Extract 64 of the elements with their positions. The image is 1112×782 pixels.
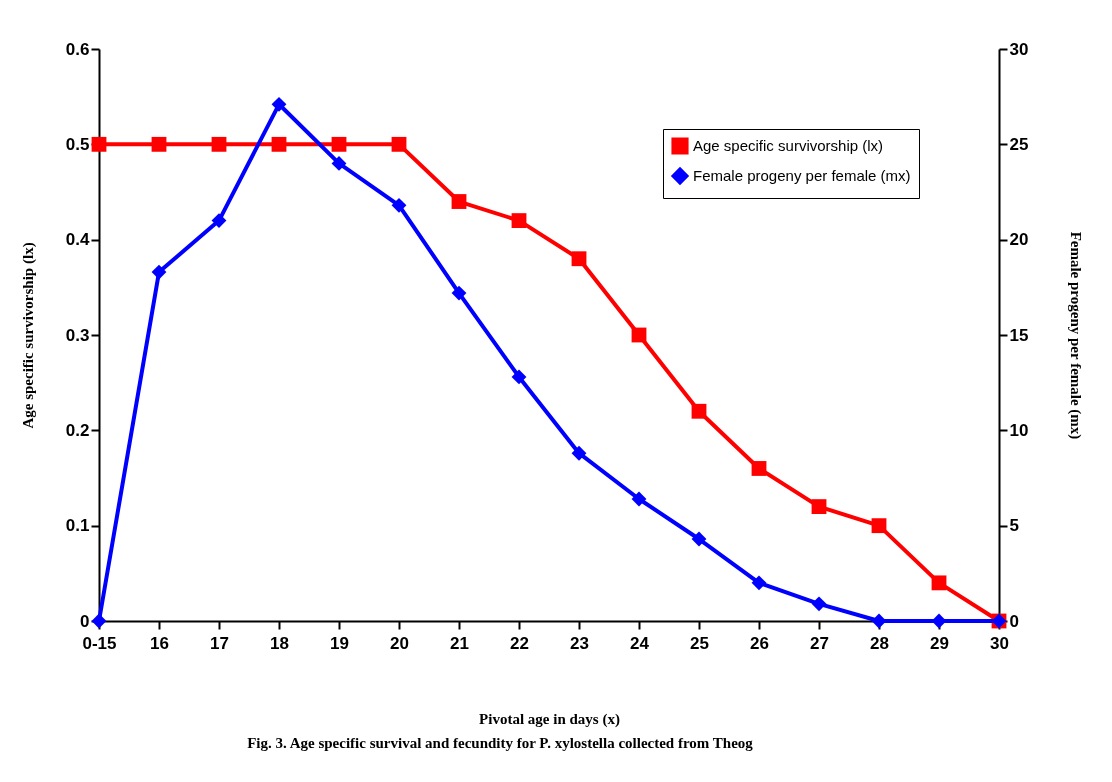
x-tick-label: 19 [330,633,349,653]
x-tick-label: 18 [270,633,289,653]
x-tick-label: 28 [870,633,889,653]
point [871,518,887,534]
y2-tick-label: 10 [1009,420,1029,440]
point [931,575,947,591]
y-axis-title: Age specific survivorship (lx) [19,242,37,429]
legend-label: Age specific survivorship (lx) [693,137,884,154]
y2-tick-label: 20 [1009,230,1029,250]
point [211,213,227,229]
point [751,575,767,591]
point [451,194,467,209]
point [571,445,587,461]
point [151,136,167,152]
point [751,461,767,476]
y2-tick-label: 0 [1009,611,1019,631]
y2-tick-label: 5 [1009,516,1019,536]
point [211,136,227,152]
x-tick-label: 0-15 [82,633,117,653]
point [331,155,347,171]
point [451,285,467,301]
y2-tick-label: 15 [1009,325,1029,345]
y-tick-label: 0.5 [65,134,90,154]
legend-label: Female progeny per female (mx) [693,167,911,184]
point [871,613,887,629]
y2-axis-title: Female progeny per female (mx) [1067,231,1085,440]
x-tick-label: 27 [810,633,829,653]
x-tick-label: 24 [630,633,650,653]
y2-tick-label: 25 [1009,134,1029,154]
y-tick-label: 0.3 [65,325,90,345]
point [151,264,167,280]
x-tick-label: 21 [450,633,469,653]
point [91,136,107,152]
x-tick-label: 23 [570,633,589,653]
point [931,613,947,629]
point [511,369,527,385]
point [811,499,827,515]
y-tick-label: 0.2 [65,420,90,440]
caption: Fig. 3. Age specific survival and fecundity for P. xylostella collected from Theog [246,735,754,752]
x-tick-label: 25 [690,633,709,653]
x-tick-label: 30 [990,633,1009,653]
x-tick-label: 20 [390,633,409,653]
point [631,491,647,507]
y-tick-label: 0.4 [65,230,91,250]
y-tick-label: 0.1 [65,516,90,536]
point [811,596,827,612]
point [331,136,347,152]
point [571,251,587,267]
x-tick-label: 26 [750,633,769,653]
y2-tick-label: 30 [1009,39,1029,59]
point [391,197,407,213]
point [271,96,287,112]
point [391,136,407,152]
point [691,531,707,547]
point [271,136,287,152]
x-tick-label: 17 [210,633,229,653]
x-tick-label: 22 [510,633,529,653]
x-tick-label: 29 [930,633,949,653]
x-tick-label: 16 [150,633,169,653]
x-axis-title: Pivotal age in days (x) [479,710,620,728]
point [691,403,707,419]
y-tick-label: 0.6 [65,39,90,59]
y-tick-label: 0 [80,611,90,631]
point [511,213,527,229]
